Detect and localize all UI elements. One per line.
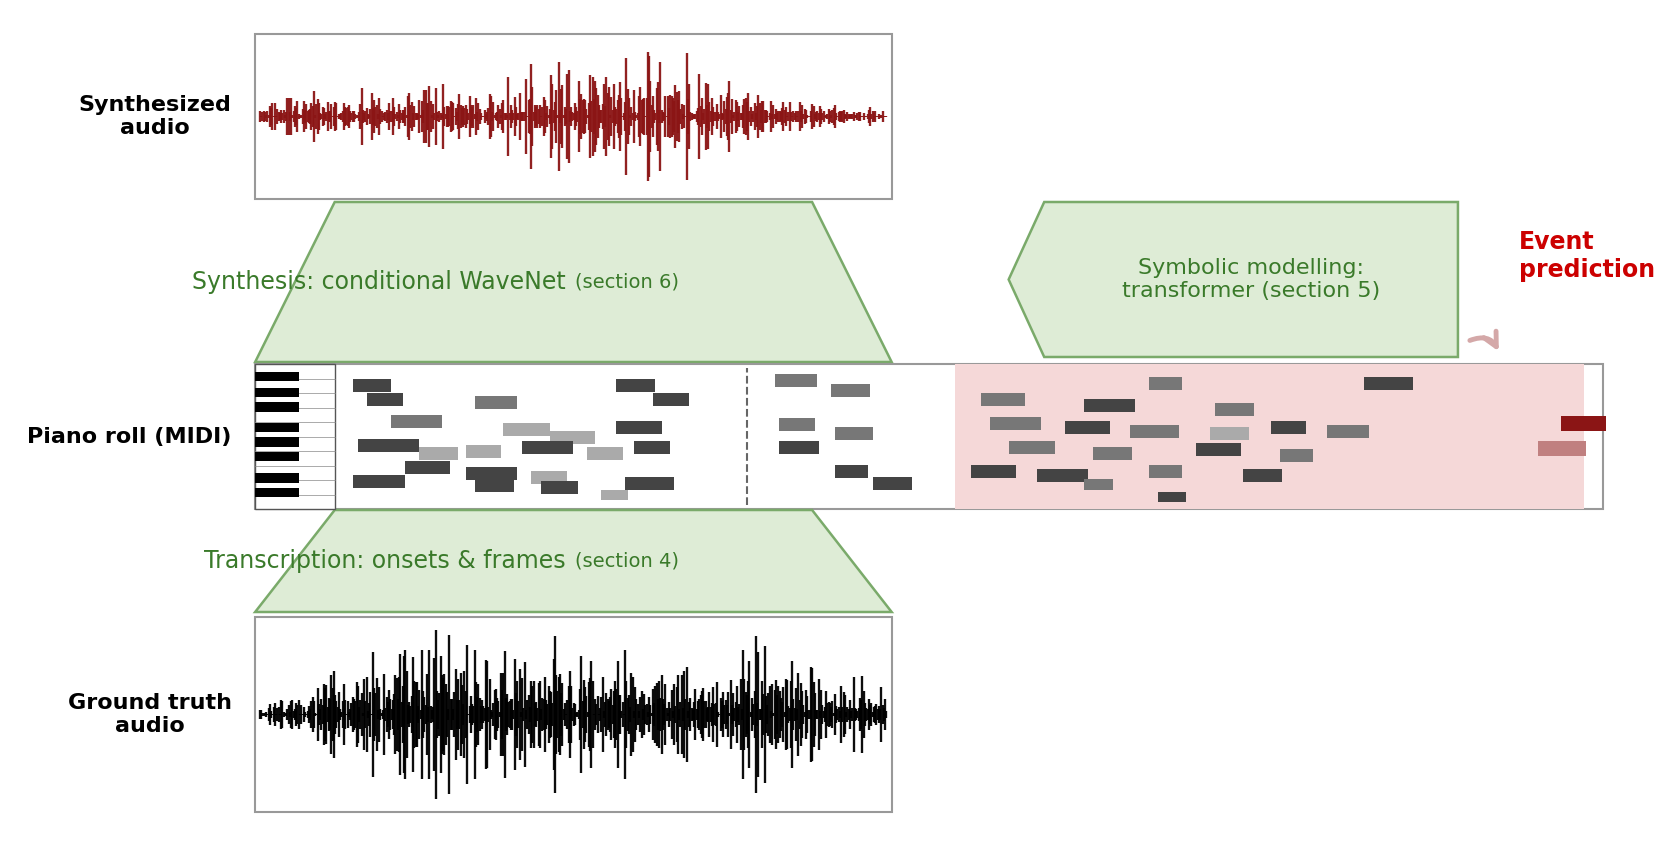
Polygon shape — [255, 510, 892, 612]
Polygon shape — [531, 471, 566, 484]
Polygon shape — [255, 388, 298, 397]
Polygon shape — [255, 617, 892, 812]
Polygon shape — [255, 364, 1602, 509]
Polygon shape — [1158, 492, 1187, 502]
Polygon shape — [835, 427, 873, 440]
Polygon shape — [1064, 421, 1110, 434]
Polygon shape — [521, 441, 573, 454]
Polygon shape — [1364, 377, 1413, 390]
Text: Symbolic modelling:
transformer (section 5): Symbolic modelling: transformer (section… — [1121, 257, 1381, 301]
Polygon shape — [474, 479, 515, 492]
Text: Event
prediction: Event prediction — [1518, 231, 1654, 282]
Polygon shape — [255, 202, 892, 362]
Polygon shape — [1083, 479, 1113, 490]
Polygon shape — [1210, 427, 1249, 440]
Polygon shape — [503, 423, 550, 436]
Polygon shape — [1037, 469, 1088, 482]
Polygon shape — [779, 441, 818, 454]
Polygon shape — [1130, 425, 1178, 438]
Polygon shape — [615, 421, 662, 434]
Polygon shape — [359, 439, 419, 452]
Polygon shape — [1197, 443, 1240, 456]
Polygon shape — [634, 441, 670, 454]
Polygon shape — [1242, 469, 1282, 482]
Polygon shape — [255, 452, 298, 461]
Polygon shape — [779, 418, 815, 431]
Polygon shape — [1083, 399, 1135, 412]
Polygon shape — [1009, 202, 1458, 357]
Polygon shape — [474, 396, 518, 409]
Polygon shape — [255, 423, 298, 432]
Polygon shape — [550, 431, 595, 444]
Polygon shape — [255, 372, 298, 381]
Polygon shape — [367, 393, 402, 406]
Polygon shape — [255, 364, 335, 509]
Polygon shape — [1537, 441, 1585, 456]
Polygon shape — [602, 490, 628, 500]
Polygon shape — [391, 415, 442, 428]
Polygon shape — [1093, 447, 1133, 460]
Polygon shape — [255, 437, 298, 447]
Text: Transcription: onsets & frames: Transcription: onsets & frames — [204, 549, 573, 573]
Text: Ground truth
audio: Ground truth audio — [67, 693, 231, 736]
Text: Piano roll (MIDI): Piano roll (MIDI) — [27, 427, 231, 447]
Polygon shape — [354, 379, 391, 392]
Polygon shape — [654, 393, 689, 406]
Polygon shape — [1150, 377, 1182, 390]
Polygon shape — [615, 379, 655, 392]
Polygon shape — [541, 481, 578, 494]
Polygon shape — [831, 384, 870, 397]
Polygon shape — [955, 364, 1584, 509]
Text: (section 6): (section 6) — [575, 272, 679, 291]
Polygon shape — [970, 465, 1016, 478]
Polygon shape — [255, 488, 298, 498]
Polygon shape — [255, 473, 298, 483]
Polygon shape — [466, 467, 518, 480]
Polygon shape — [991, 417, 1041, 430]
Polygon shape — [774, 374, 816, 387]
Text: Synthesized
audio: Synthesized audio — [79, 95, 231, 138]
Polygon shape — [406, 461, 449, 474]
Polygon shape — [1560, 416, 1606, 431]
Polygon shape — [466, 445, 501, 458]
Polygon shape — [1327, 425, 1369, 438]
Polygon shape — [835, 465, 868, 478]
Polygon shape — [1009, 441, 1056, 454]
Text: (section 4): (section 4) — [575, 551, 679, 570]
Text: Synthesis: conditional WaveNet: Synthesis: conditional WaveNet — [193, 270, 573, 294]
Polygon shape — [255, 34, 892, 199]
Polygon shape — [1150, 465, 1182, 478]
Polygon shape — [419, 447, 458, 460]
Polygon shape — [1215, 403, 1254, 416]
Polygon shape — [873, 477, 912, 490]
Polygon shape — [587, 447, 623, 460]
Polygon shape — [625, 477, 674, 490]
Polygon shape — [980, 393, 1026, 406]
Polygon shape — [354, 475, 406, 488]
Polygon shape — [1270, 421, 1306, 434]
Polygon shape — [1280, 449, 1312, 462]
Polygon shape — [255, 402, 298, 412]
